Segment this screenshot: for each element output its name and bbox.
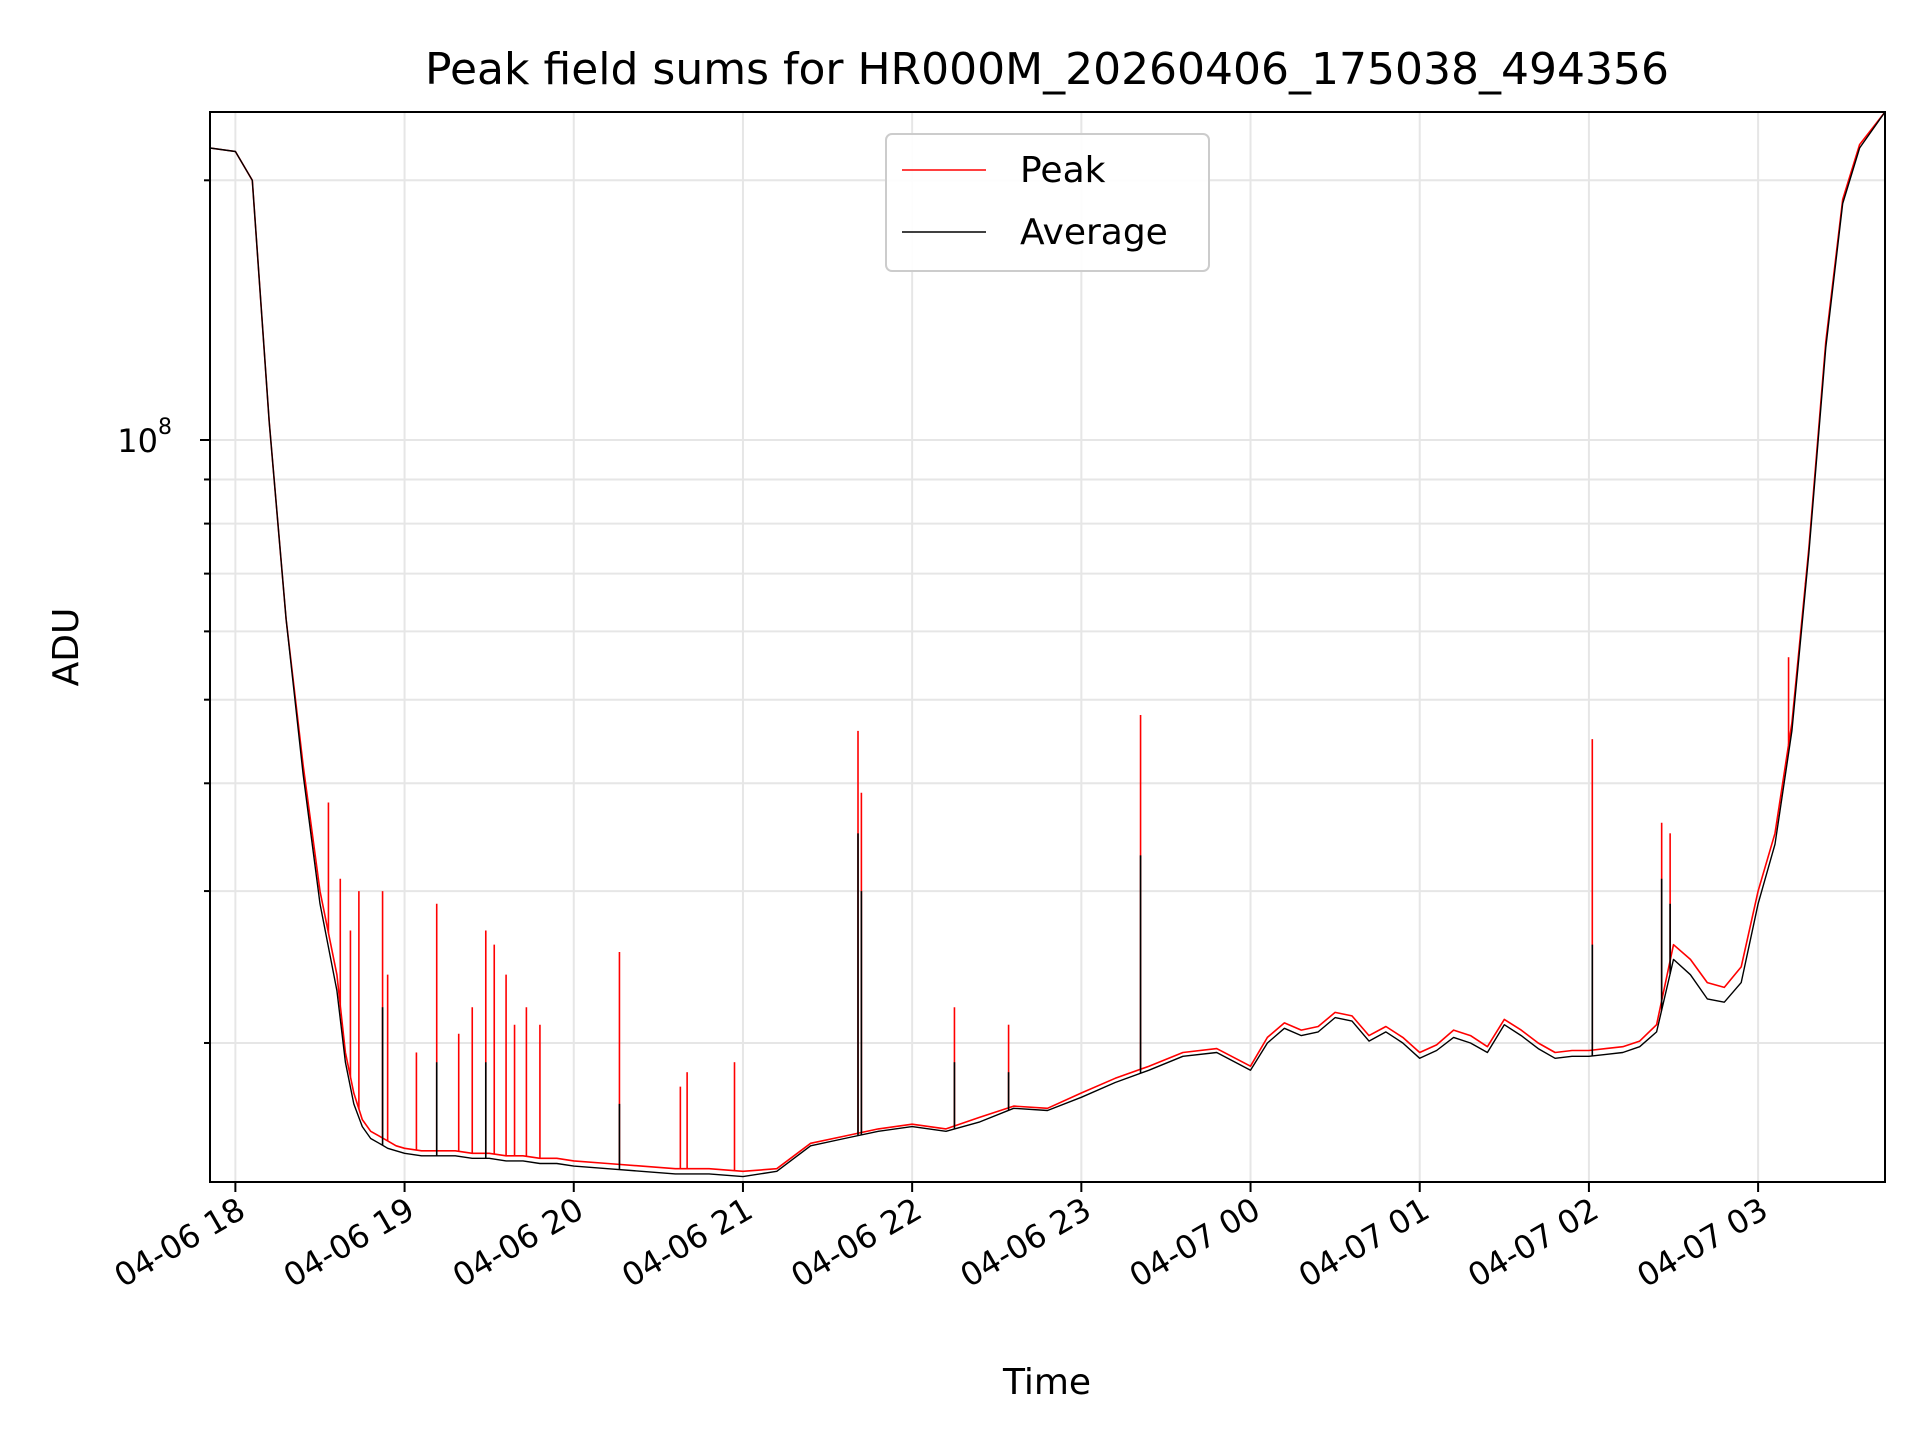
y-tick-label-base: 10 <box>117 422 158 460</box>
y-axis: 10 8 <box>117 179 210 1044</box>
legend-label-average: Average <box>1020 212 1168 253</box>
plot-area-frame <box>209 111 1886 1183</box>
series-layer <box>209 111 1886 1178</box>
legend-box <box>885 133 1210 272</box>
chart-title: Peak field sums for HR000M_20260406_1750… <box>425 44 1669 95</box>
series-average <box>209 111 1886 1178</box>
grid <box>210 112 1885 1182</box>
x-axis-label: Time <box>1002 1362 1091 1403</box>
y-axis-label: ADU <box>46 608 87 687</box>
legend: Peak Average <box>885 133 1210 272</box>
y-tick-label-exponent: 8 <box>158 415 172 440</box>
series-line-average <box>209 111 1886 1178</box>
legend-label-peak: Peak <box>1020 150 1106 191</box>
series-line-peak <box>209 111 1886 1173</box>
